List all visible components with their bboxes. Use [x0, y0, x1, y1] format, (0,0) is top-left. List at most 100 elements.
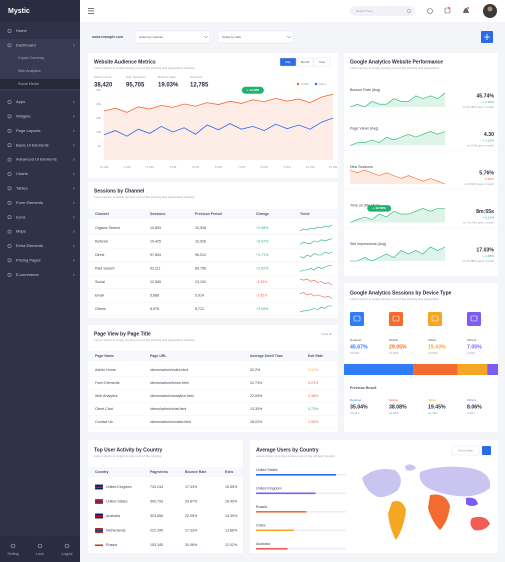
card-title: Sessions by Channel — [94, 188, 145, 194]
cell: Australia — [106, 514, 120, 518]
metric-label: Site Impressions (Avg) — [350, 242, 386, 246]
y-tick-label: 5k — [98, 144, 102, 148]
legend-label: Traffic — [301, 82, 310, 86]
device-name: Desktop — [350, 398, 362, 402]
menu-item[interactable]: Widgets — [16, 113, 30, 118]
bell-icon[interactable] — [463, 8, 469, 13]
footer-item[interactable]: Lock — [36, 552, 44, 556]
footer-icon — [37, 543, 43, 549]
stat-value: 95,705 — [126, 83, 145, 89]
menu-item[interactable]: Charts — [16, 171, 28, 176]
menu-item[interactable]: Apps — [16, 99, 25, 104]
footer-item[interactable]: Logout — [62, 552, 73, 556]
footer-item[interactable]: Setting — [7, 552, 18, 556]
flag-stripe — [95, 501, 103, 503]
submenu-item[interactable]: Web Analytics — [18, 69, 41, 73]
metric-prev: vs 15.98% prev. month — [463, 259, 495, 263]
menu-item[interactable]: Extra Elements — [16, 243, 43, 248]
menu-item[interactable]: Form Elements — [16, 200, 43, 205]
chevron — [72, 215, 75, 219]
chevron — [72, 115, 75, 118]
sparkline — [349, 92, 446, 108]
stat-label: Active Users — [94, 75, 112, 79]
device-icon — [428, 312, 442, 326]
cell: Client Chat — [95, 407, 113, 411]
cell: 4.72% — [308, 407, 319, 411]
card — [344, 283, 498, 432]
metric-change: + 1.22% — [483, 138, 495, 142]
menu-item[interactable]: Maps — [16, 229, 26, 234]
menu-item[interactable]: Advanced UI Elements — [16, 157, 57, 162]
menu-item[interactable]: Pricing Pages — [16, 257, 41, 262]
cell: 13,102 — [195, 280, 206, 284]
tab[interactable] — [296, 57, 314, 67]
tab-label: Day — [285, 60, 291, 64]
menu-item[interactable]: Basic UI Elements — [16, 142, 49, 147]
map-toggle[interactable] — [482, 446, 491, 455]
cell: Admin Home — [95, 368, 116, 372]
sparkline-area — [350, 208, 445, 223]
stat-label: Sessions — [190, 75, 203, 79]
sparkline — [299, 251, 333, 259]
device-name: Tablet — [428, 338, 436, 342]
menu-icon — [7, 114, 12, 119]
sparkline — [299, 224, 333, 232]
card-subtitle: Lorem ipsum is simply dummy text of the … — [94, 66, 195, 70]
cell: 2.38% — [308, 394, 319, 398]
column-header: Exits — [225, 470, 233, 474]
menu-item[interactable]: Dashboard — [16, 42, 36, 47]
mail-icon[interactable] — [444, 7, 451, 14]
menu-item[interactable]: Tables — [16, 185, 28, 190]
cell: Form Elements — [95, 381, 120, 385]
tab-label: Month — [301, 60, 310, 64]
column-header: Country — [95, 470, 108, 474]
card-title: Average Users by Country — [256, 447, 319, 453]
country-name: United States — [256, 468, 278, 472]
cell: /demo/admin/analytics.html — [150, 394, 194, 398]
share-segment — [457, 364, 488, 375]
country-name: Australia — [256, 542, 270, 546]
cell: 3.12% — [308, 368, 319, 372]
dropdown-text: Today by date — [222, 35, 242, 39]
link[interactable]: View all — [321, 332, 332, 336]
submenu-item[interactable]: Social Media — [18, 82, 39, 86]
search-box[interactable] — [350, 6, 415, 16]
progress-bar — [256, 511, 307, 513]
table-header — [88, 467, 243, 477]
cell: Paid Search — [95, 266, 115, 270]
column-header: Bounce Rate — [185, 470, 206, 474]
map-region — [466, 497, 478, 506]
card — [88, 182, 338, 318]
dropdown[interactable] — [217, 30, 294, 44]
cell: 12.73% — [250, 381, 263, 385]
tab[interactable] — [313, 57, 331, 67]
sparkline — [299, 238, 333, 245]
column-header: Change — [256, 212, 269, 216]
country-name: United Kingdom — [256, 486, 282, 490]
logo: Mystic — [8, 8, 30, 15]
tab[interactable] — [279, 57, 297, 67]
dropdown[interactable] — [134, 30, 211, 44]
cell: /demo/admin/chat.html — [150, 407, 187, 411]
hamburger[interactable] — [88, 8, 94, 14]
submenu-item[interactable]: Crypto Currency — [18, 56, 44, 60]
cell: 18.02% — [250, 420, 263, 424]
submenu-active — [0, 79, 80, 89]
menu-item[interactable]: Icons — [16, 214, 26, 219]
menu-item[interactable]: Page Layouts — [16, 128, 40, 133]
map-button[interactable] — [451, 445, 480, 456]
cell: +2.98% — [256, 226, 269, 230]
device-glyph — [353, 315, 361, 322]
cell: Direct — [95, 253, 104, 257]
stat-value: 12,785 — [190, 83, 209, 89]
menu-item[interactable]: Home — [16, 28, 27, 33]
device-count: 3,629 — [467, 351, 475, 355]
menu-item[interactable]: E-commerce — [16, 272, 39, 277]
cell: 153,345 — [150, 543, 163, 547]
map-region — [428, 494, 450, 530]
device-name: Mobile — [389, 398, 398, 402]
settings-icon[interactable] — [427, 8, 433, 14]
menu-icon — [7, 215, 12, 219]
x-tick-label: 1 AM — [123, 165, 130, 169]
topbar — [80, 0, 505, 22]
